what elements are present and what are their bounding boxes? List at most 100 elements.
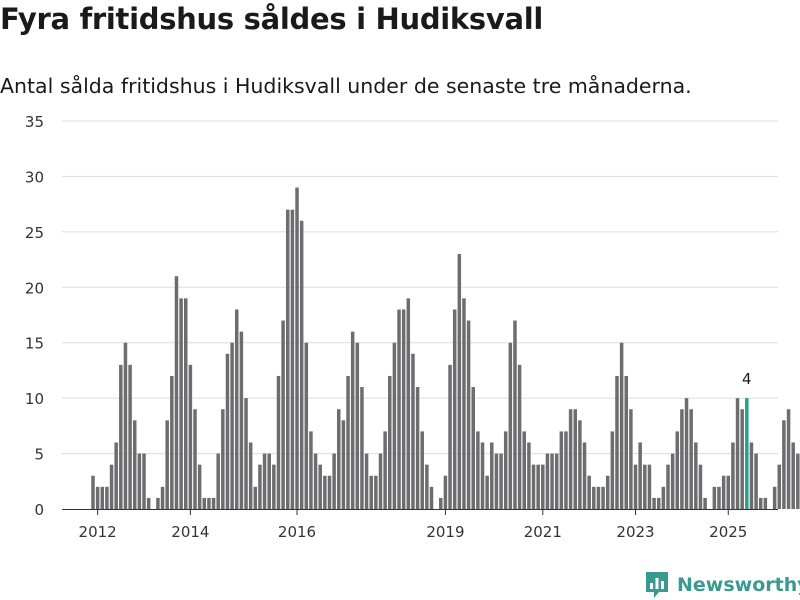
bar	[712, 486, 717, 509]
bar	[318, 464, 322, 509]
bar	[578, 420, 582, 509]
bar	[258, 464, 262, 509]
bar	[763, 497, 768, 509]
y-tick-label: 20	[25, 279, 44, 297]
bar	[661, 486, 666, 509]
bar	[559, 431, 564, 509]
bar	[615, 375, 619, 509]
bar	[587, 475, 591, 509]
x-tick-label: 2019	[426, 523, 464, 541]
bar	[796, 453, 800, 509]
bar	[791, 442, 795, 509]
bar	[452, 309, 457, 509]
brand-logo: Newsworthy	[644, 570, 800, 600]
grid-lines	[62, 120, 778, 455]
bar	[239, 331, 244, 509]
bar	[513, 320, 517, 509]
bar	[754, 453, 758, 509]
bar	[309, 431, 313, 509]
bar	[100, 486, 105, 509]
bar	[230, 342, 234, 509]
x-tick-label: 2023	[616, 523, 654, 541]
bar	[592, 486, 596, 509]
bar	[304, 342, 309, 509]
bar	[647, 464, 652, 509]
bar	[207, 497, 211, 509]
bar	[202, 497, 207, 509]
bar	[327, 475, 332, 509]
bar	[234, 309, 239, 509]
bar	[119, 364, 123, 509]
bar	[388, 375, 392, 509]
bar	[564, 431, 568, 509]
bar	[355, 342, 360, 509]
bar	[272, 464, 276, 509]
bar	[248, 442, 253, 509]
bar	[114, 442, 118, 509]
bar	[536, 464, 540, 509]
bar	[123, 342, 128, 509]
bar	[656, 497, 661, 509]
bar	[295, 187, 299, 509]
bar	[244, 398, 248, 509]
bar	[633, 464, 638, 509]
bar	[253, 486, 258, 509]
bar	[522, 431, 526, 509]
bar	[485, 475, 489, 509]
bar	[350, 331, 355, 509]
bar	[550, 453, 554, 509]
bar	[332, 453, 336, 509]
bar	[726, 475, 731, 509]
x-tick-label: 2021	[524, 523, 562, 541]
bar	[503, 431, 508, 509]
bar	[369, 475, 373, 509]
bar	[471, 387, 475, 509]
bar	[670, 453, 675, 509]
bar	[666, 464, 670, 509]
bar	[137, 453, 142, 509]
bar	[476, 431, 480, 509]
y-axis-ticks: 0 5 10 15 20 25 30 35	[25, 113, 44, 519]
bar	[443, 475, 448, 509]
y-tick-label: 10	[25, 390, 44, 408]
bar	[281, 320, 285, 509]
x-tick-label: 2025	[709, 523, 747, 541]
bar	[619, 342, 624, 509]
bar	[652, 497, 656, 509]
bar	[276, 375, 281, 509]
bar	[735, 398, 740, 509]
bar	[786, 409, 791, 509]
bar	[216, 453, 220, 509]
bar	[95, 486, 100, 509]
bar	[731, 442, 735, 509]
bar	[448, 364, 452, 509]
bar	[341, 420, 346, 509]
bar	[378, 453, 383, 509]
bar	[717, 486, 721, 509]
bar	[156, 497, 160, 509]
bar	[105, 486, 109, 509]
bar	[197, 464, 202, 509]
bar	[323, 475, 327, 509]
y-tick-label: 35	[25, 113, 44, 131]
bar	[582, 442, 587, 509]
bar	[698, 464, 703, 509]
bar	[466, 320, 471, 509]
bar	[374, 475, 378, 509]
bar	[183, 298, 188, 509]
x-tick-label: 2012	[79, 523, 117, 541]
bar	[758, 497, 763, 509]
bar	[425, 464, 429, 509]
bar	[490, 442, 494, 509]
bar	[499, 453, 503, 509]
bar	[313, 453, 318, 509]
y-tick-label: 0	[34, 501, 44, 519]
bar	[364, 453, 369, 509]
bar	[262, 453, 267, 509]
bar	[429, 486, 434, 509]
bar	[596, 486, 601, 509]
bar	[675, 431, 680, 509]
bar	[684, 398, 689, 509]
bar	[128, 364, 132, 509]
